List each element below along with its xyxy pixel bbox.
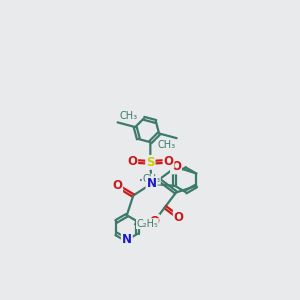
Text: O: O	[174, 211, 184, 224]
Text: O: O	[171, 160, 181, 173]
Text: CH₃: CH₃	[142, 174, 160, 184]
Text: CH₃: CH₃	[157, 140, 175, 150]
Text: S: S	[146, 156, 154, 169]
Text: O: O	[164, 155, 173, 168]
Text: O: O	[149, 215, 159, 228]
Text: C₂H₅: C₂H₅	[136, 219, 158, 229]
Text: N: N	[146, 177, 156, 190]
Text: O: O	[112, 179, 122, 192]
Text: CH₃: CH₃	[119, 111, 137, 121]
Text: O: O	[127, 155, 137, 168]
Text: N: N	[122, 233, 132, 247]
